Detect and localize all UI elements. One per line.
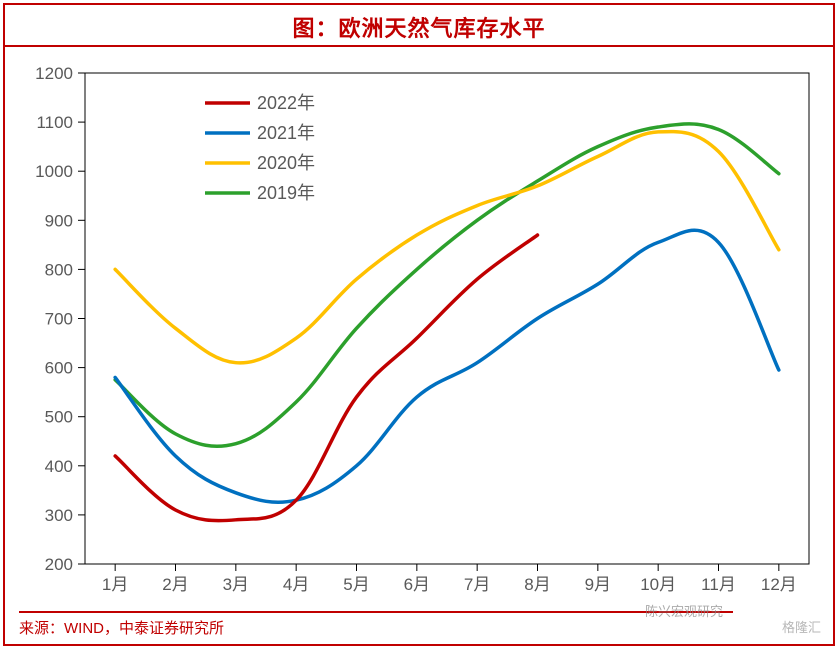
legend-label: 2020年 (257, 153, 315, 173)
svg-text:400: 400 (45, 457, 73, 476)
svg-text:4月: 4月 (283, 575, 309, 594)
source-row: 来源：WIND，中泰证券研究所 (19, 611, 733, 638)
svg-text:700: 700 (45, 310, 73, 329)
chart-title-row: 图：欧洲天然气库存水平 (5, 5, 833, 47)
svg-text:8月: 8月 (524, 575, 550, 594)
svg-text:800: 800 (45, 260, 73, 279)
svg-text:7月: 7月 (464, 575, 490, 594)
source-text: 来源：WIND，中泰证券研究所 (19, 620, 224, 637)
svg-text:10月: 10月 (640, 575, 676, 594)
svg-text:500: 500 (45, 408, 73, 427)
series-2020年 (115, 132, 779, 363)
series-2021年 (115, 230, 779, 502)
svg-text:1100: 1100 (36, 113, 73, 132)
svg-text:900: 900 (45, 211, 73, 230)
svg-text:1月: 1月 (102, 575, 128, 594)
svg-text:12月: 12月 (761, 575, 797, 594)
watermark-author: 陈兴宏观研究 (645, 601, 723, 620)
legend-label: 2019年 (257, 183, 315, 203)
series-2019年 (115, 124, 779, 446)
svg-text:6月: 6月 (404, 575, 430, 594)
svg-text:1000: 1000 (35, 162, 73, 181)
svg-text:11月: 11月 (701, 575, 736, 594)
svg-text:9月: 9月 (585, 575, 611, 594)
watermark-site: 格隆汇 (782, 617, 821, 636)
legend-label: 2022年 (257, 93, 315, 113)
svg-text:200: 200 (45, 555, 73, 574)
chart-title: 图：欧洲天然气库存水平 (292, 16, 545, 41)
svg-text:600: 600 (45, 359, 73, 378)
chart-area: 200 300 400 500 600 700 800 900 1000 1100 1200 1月 2月… (13, 53, 825, 604)
legend-label: 2021年 (257, 123, 315, 143)
svg-text:1200: 1200 (35, 64, 73, 83)
svg-text:300: 300 (45, 506, 73, 525)
series-2022年 (115, 235, 537, 521)
svg-text:3月: 3月 (223, 575, 249, 594)
svg-text:5月: 5月 (343, 575, 369, 594)
svg-text:2月: 2月 (162, 575, 188, 594)
